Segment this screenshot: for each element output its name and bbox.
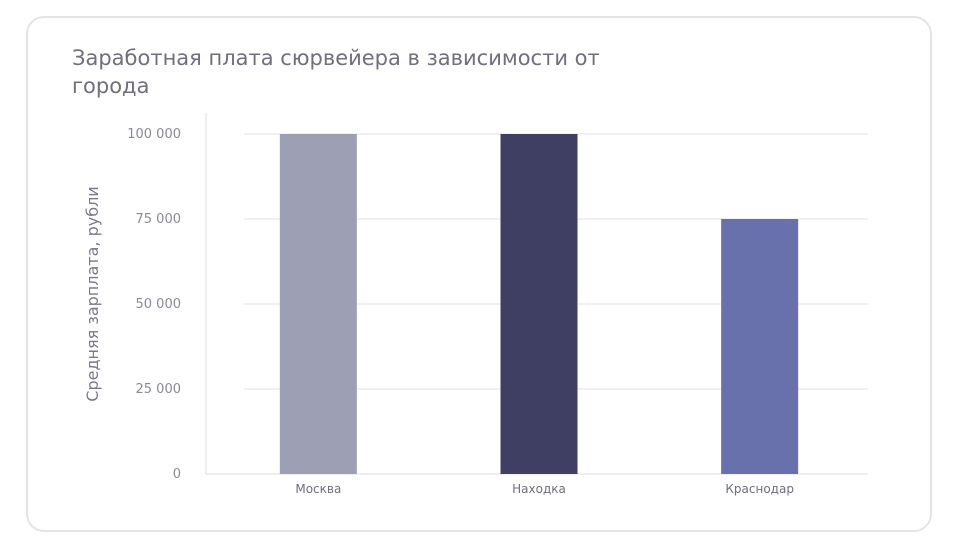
bar [279, 134, 357, 474]
y-tick-label: 100 000 [127, 127, 181, 142]
x-tick-label: Находка [512, 482, 566, 496]
y-tick-label: 25 000 [136, 382, 182, 397]
y-tick-label: 50 000 [136, 297, 182, 312]
bar [721, 219, 799, 474]
bars [279, 134, 799, 474]
y-axis-title: Средняя зарплата, рубли [83, 186, 102, 401]
chart-title: Заработная плата сюрвейера в зависимости… [72, 46, 600, 98]
y-tick-label: 0 [173, 467, 181, 482]
y-tick-label: 75 000 [136, 212, 182, 227]
x-tick-label: Москва [295, 482, 341, 496]
y-tick-labels: 0 25 000 50 000 75 000 100 000 [127, 127, 181, 482]
x-tick-labels: Москва Находка Краснодар [295, 482, 794, 496]
bar [500, 134, 578, 474]
x-tick-label: Краснодар [725, 482, 794, 496]
